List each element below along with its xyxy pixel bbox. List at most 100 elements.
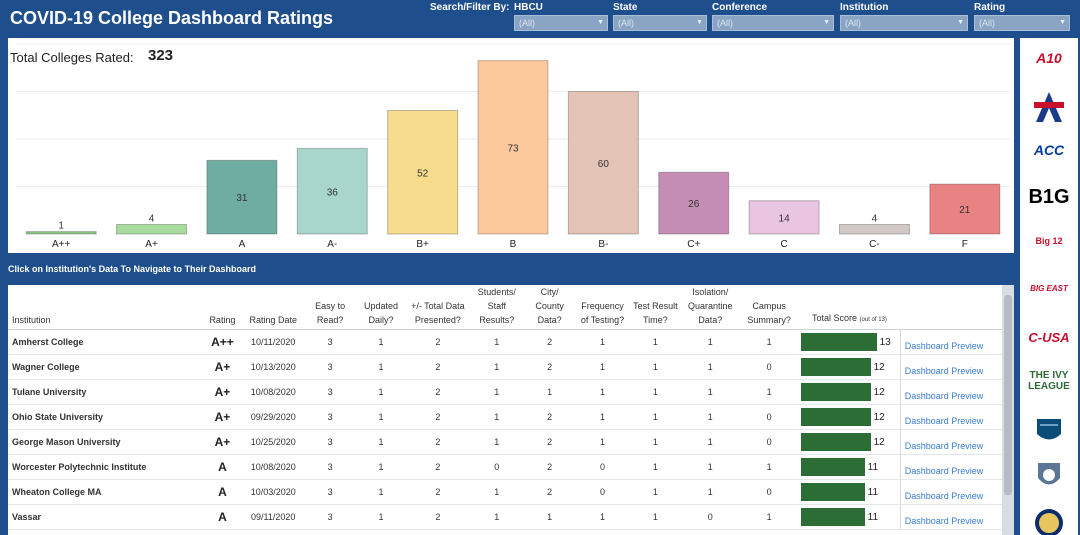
criteria-score: 2	[524, 429, 576, 455]
criteria-score: 2	[406, 504, 470, 530]
institution-name[interactable]: Amherst College	[8, 329, 204, 355]
big12-logo[interactable]: Big 12	[1035, 236, 1063, 246]
total-score-cell: 12	[798, 379, 901, 405]
col-institution: Institution	[8, 285, 204, 330]
bar-value-label: 31	[236, 193, 248, 204]
bar-F[interactable]	[929, 183, 1001, 235]
bar-B[interactable]	[477, 60, 549, 235]
criteria-score: 1	[629, 379, 681, 405]
dashboard-preview-link[interactable]: Dashboard Preview	[900, 329, 1002, 355]
institution-name[interactable]: George Mason University	[8, 429, 204, 455]
criteria-score: 2	[406, 329, 470, 355]
dashboard-preview-link[interactable]: Dashboard Preview	[900, 379, 1002, 405]
total-score-cell: 11	[798, 504, 901, 530]
mac-shield-icon	[1037, 419, 1061, 440]
rating-grade: A+	[203, 429, 242, 455]
rating-date: 10/11/2020	[241, 329, 305, 355]
criteria-score: 1	[469, 429, 525, 455]
select-value: (All)	[618, 18, 634, 28]
bar-A+[interactable]	[116, 224, 188, 235]
table-scrollbar[interactable]	[1002, 285, 1014, 535]
category-label: B-	[598, 239, 608, 250]
rating-date: 10/08/2020	[241, 379, 305, 405]
scrollbar-thumb[interactable]	[1004, 295, 1012, 495]
institution-name[interactable]: Vassar	[8, 504, 204, 530]
table-row[interactable]: Wagner College A+ 10/13/2020 3 1 2 1 2 1 1 1 0 12 Das…	[8, 354, 1002, 380]
total-score-value: 12	[873, 436, 885, 448]
ivy-league-logo[interactable]: THE IVY LEAGUE	[1028, 370, 1070, 392]
rating-date: 09/11/2020	[241, 504, 305, 530]
criteria-score: 2	[524, 479, 576, 505]
american-logo[interactable]	[1024, 90, 1074, 124]
criteria-score: 1	[355, 379, 407, 405]
bar-A++[interactable]	[25, 231, 97, 235]
state-select[interactable]: (All) ▼	[613, 15, 707, 31]
filter-label: HBCU	[514, 2, 543, 13]
criteria-score: 1	[629, 504, 681, 530]
criteria-score: 1	[355, 454, 407, 480]
bar-C[interactable]	[748, 200, 820, 235]
cusa-logo[interactable]: C-USA	[1028, 330, 1070, 345]
criteria-score: 1	[355, 479, 407, 505]
dashboard-preview-link[interactable]: Dashboard Preview	[900, 354, 1002, 380]
dashboard-preview-link[interactable]: Dashboard Preview	[900, 429, 1002, 455]
bar-A-[interactable]	[296, 148, 368, 235]
criteria-score: 1	[575, 504, 630, 530]
category-label: F	[962, 239, 968, 250]
criteria-score: 1	[469, 354, 525, 380]
institution-name[interactable]: Wheaton College MA	[8, 479, 204, 505]
institution-name[interactable]: Worcester Polytechnic Institute	[8, 454, 204, 480]
criteria-score: 3	[304, 479, 356, 505]
conference-select[interactable]: (All) ▼	[712, 15, 834, 31]
table-row[interactable]: Tulane University A+ 10/08/2020 3 1 2 1 1 1 1 1 1 12…	[8, 379, 1002, 405]
rating-grade: A	[203, 504, 242, 530]
table-row[interactable]: Wheaton College MA A 10/03/2020 3 1 2 1 2 0 1 1 0 11…	[8, 479, 1002, 505]
category-label: A	[239, 239, 246, 250]
bar-B-[interactable]	[567, 91, 639, 235]
col-test-result-time: Test Result Time?	[629, 285, 681, 330]
criteria-score: 0	[739, 479, 799, 505]
hbcu-select[interactable]: (All) ▼	[514, 15, 608, 31]
table-row[interactable]: Amherst College A++ 10/11/2020 3 1 2 1 2 1 1 1 1 13 D…	[8, 329, 1002, 355]
table-header-row: Institution Rating Rating Date Easy to R…	[8, 285, 1002, 330]
institution-select[interactable]: (All) ▼	[840, 15, 968, 31]
criteria-score: 1	[629, 479, 681, 505]
criteria-score: 2	[406, 379, 470, 405]
dashboard-preview-link[interactable]: Dashboard Preview	[900, 504, 1002, 530]
total-score-value: 13	[879, 336, 891, 348]
bar-C-[interactable]	[838, 224, 910, 235]
criteria-score: 3	[304, 354, 356, 380]
big-east-logo[interactable]: BIG EAST	[1030, 284, 1068, 293]
table-row[interactable]: Vassar A 09/11/2020 3 1 2 1 1 1 1 0 1 11 Dashboard Pr…	[8, 504, 1002, 530]
rating-bar-chart: 1 A++ 4 A+ 31 A 36 A- 52 B+ 73 B 60 B- 26 C+ 14 C 4 C- 21 F	[16, 43, 1010, 250]
bar-C+[interactable]	[658, 171, 730, 235]
institution-name[interactable]: Ohio State University	[8, 404, 204, 430]
criteria-score: 0	[739, 404, 799, 430]
criteria-score: 2	[524, 404, 576, 430]
dashboard-preview-link[interactable]: Dashboard Preview	[900, 404, 1002, 430]
criteria-score: 1	[680, 354, 740, 380]
institution-name[interactable]: Tulane University	[8, 379, 204, 405]
bar-A[interactable]	[206, 159, 278, 235]
criteria-score: 1	[680, 479, 740, 505]
sec-logo[interactable]	[1024, 508, 1074, 535]
pac12-logo[interactable]	[1024, 460, 1074, 492]
b1g-logo[interactable]: B1G	[1028, 186, 1070, 208]
table-row[interactable]: Worcester Polytechnic Institute A 10/08/20…	[8, 454, 1002, 480]
col-campus-summary: Campus Summary?	[739, 285, 799, 330]
table-row[interactable]: George Mason University A+ 10/25/2020 3 1 2 1 2…	[8, 429, 1002, 455]
bar-B+[interactable]	[387, 110, 459, 235]
a10-logo[interactable]: A10	[1036, 50, 1062, 66]
rating-select[interactable]: (All) ▼	[974, 15, 1070, 31]
acc-logo[interactable]: ACC	[1033, 142, 1065, 158]
category-label: A+	[145, 239, 158, 250]
rating-date: 10/03/2020	[241, 479, 305, 505]
mac-logo[interactable]	[1024, 416, 1074, 446]
pac12-shield-icon	[1038, 463, 1060, 485]
total-score-value: 11	[867, 461, 879, 473]
page-title: COVID-19 College Dashboard Ratings	[10, 8, 334, 28]
dashboard-preview-link[interactable]: Dashboard Preview	[900, 454, 1002, 480]
table-row[interactable]: Ohio State University A+ 09/29/2020 3 1 2 1 2 1 1…	[8, 404, 1002, 430]
institution-name[interactable]: Wagner College	[8, 354, 204, 380]
dashboard-preview-link[interactable]: Dashboard Preview	[900, 479, 1002, 505]
